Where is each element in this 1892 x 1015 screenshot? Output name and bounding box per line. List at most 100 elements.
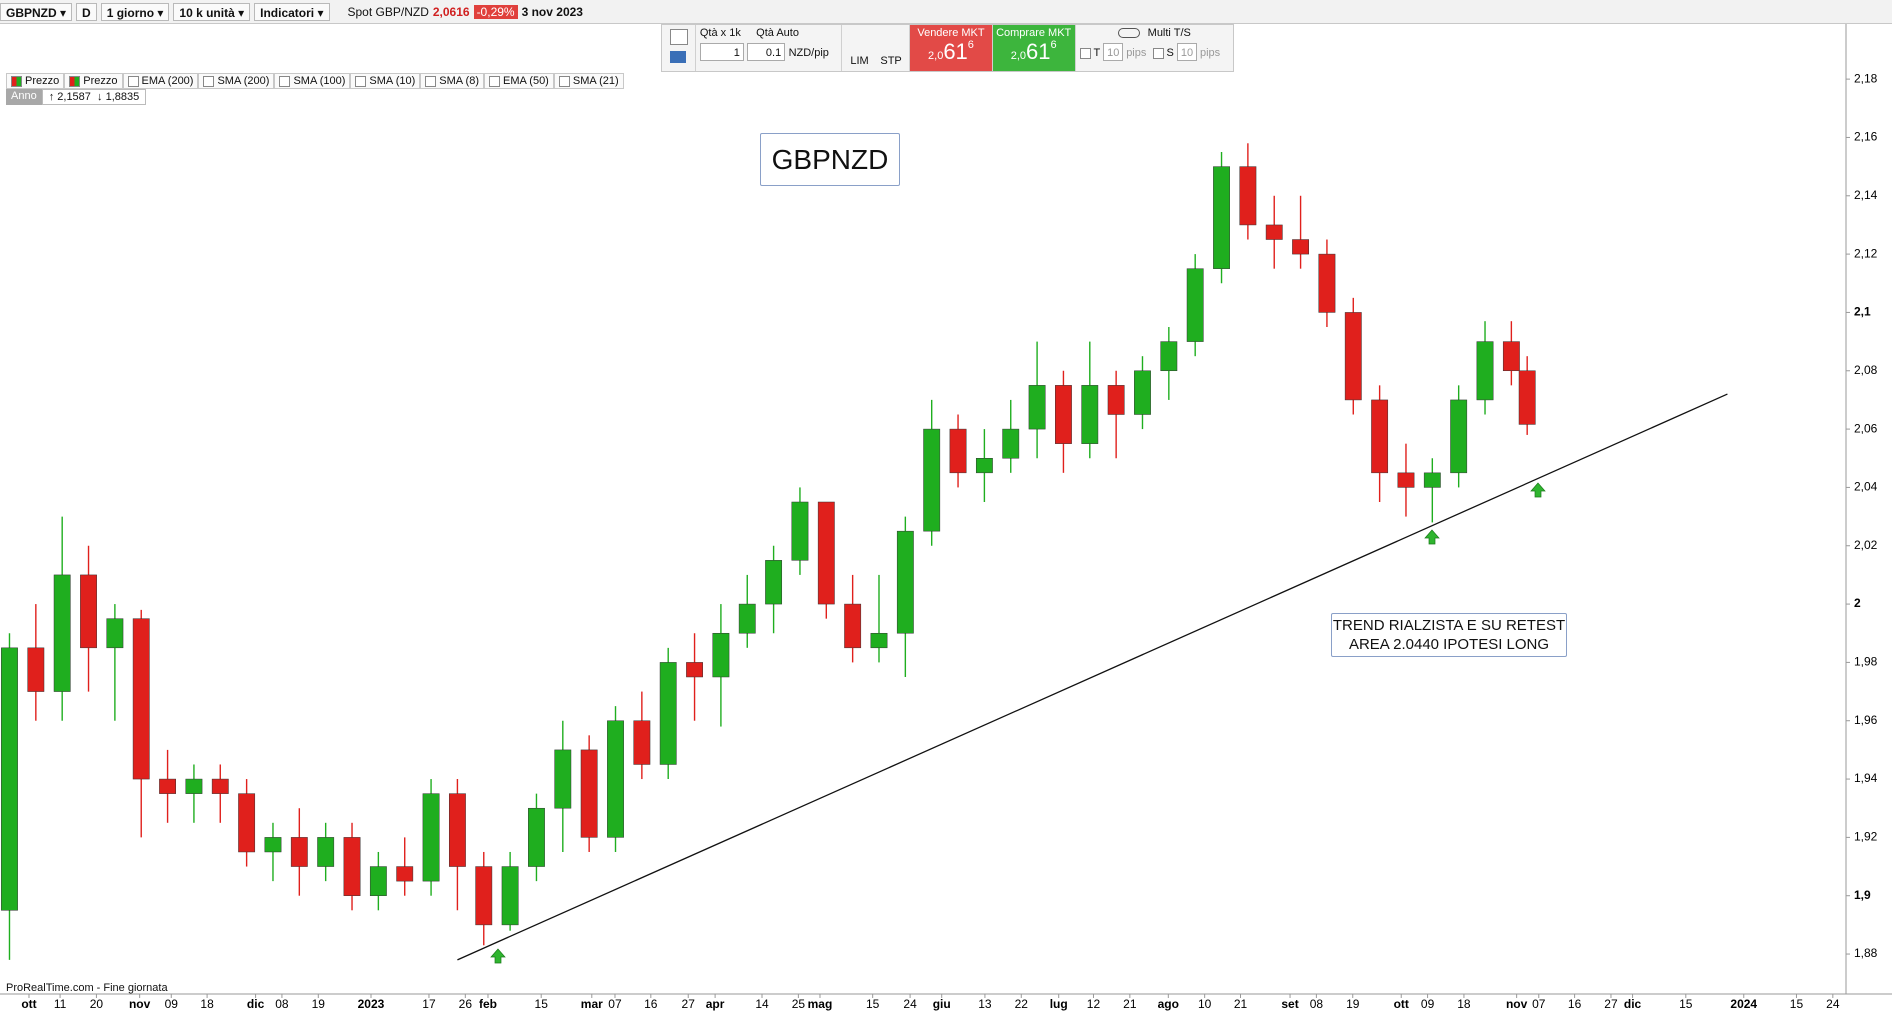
x-tick-label: mag bbox=[808, 997, 833, 1011]
legend-item[interactable]: Prezzo bbox=[64, 73, 123, 89]
x-tick-label: ago bbox=[1158, 997, 1179, 1011]
period-icon[interactable]: D bbox=[76, 2, 97, 21]
annotation-line: TREND RIALZISTA E SU RETEST bbox=[1332, 617, 1566, 634]
quantity-select[interactable]: 10 k unità bbox=[173, 2, 251, 21]
x-tick-label: 07 bbox=[1532, 997, 1546, 1011]
range-row: Anno ↑ 2,1587 ↓ 1,8835 bbox=[6, 89, 147, 105]
x-tick-label: 21 bbox=[1123, 997, 1137, 1011]
legend-label: SMA (100) bbox=[293, 75, 346, 87]
x-tick-label: 18 bbox=[200, 997, 214, 1011]
candle-body bbox=[264, 837, 282, 853]
legend-item[interactable]: SMA (10) bbox=[350, 73, 421, 89]
candle-body bbox=[422, 793, 440, 882]
t-checkbox[interactable] bbox=[1079, 47, 1091, 59]
x-tick-label: nov bbox=[129, 997, 151, 1011]
x-tick-label: 24 bbox=[1826, 997, 1840, 1011]
qty-input[interactable]: 1 bbox=[699, 43, 744, 61]
symbol-select[interactable]: GBPNZD bbox=[0, 2, 73, 21]
plot-area bbox=[0, 24, 1846, 994]
sell-price-main: 61 bbox=[943, 39, 968, 64]
wrench-icon[interactable] bbox=[670, 29, 688, 45]
legend-item[interactable]: SMA (8) bbox=[420, 73, 484, 89]
candle-body bbox=[1423, 472, 1441, 488]
footer: ProRealTime.com - Fine giornata bbox=[6, 982, 168, 994]
trendline bbox=[457, 393, 1728, 961]
y-tick-label: 2,04 bbox=[1854, 480, 1878, 494]
legend-checkbox[interactable] bbox=[355, 75, 367, 87]
s-input[interactable]: 10 bbox=[1176, 43, 1197, 61]
date: 3 nov 2023 bbox=[521, 4, 583, 19]
x-tick-label: lug bbox=[1050, 997, 1068, 1011]
legend-label: Prezzo bbox=[25, 75, 60, 87]
x-tick-label: 09 bbox=[165, 997, 179, 1011]
legend-checkbox[interactable] bbox=[425, 75, 437, 87]
timeframe-select[interactable]: 1 giorno bbox=[100, 2, 170, 21]
t-input[interactable]: 10 bbox=[1103, 43, 1124, 61]
x-tick-label: mar bbox=[581, 997, 603, 1011]
toggle[interactable] bbox=[1117, 28, 1140, 39]
legend-label: SMA (21) bbox=[572, 75, 619, 87]
legend-item[interactable]: EMA (200) bbox=[122, 73, 199, 89]
candle-body bbox=[185, 778, 203, 794]
legend-item[interactable]: SMA (200) bbox=[198, 73, 275, 89]
x-tick-label: 11 bbox=[54, 997, 67, 1011]
candle-body bbox=[607, 720, 624, 838]
x-tick-label: apr bbox=[706, 997, 725, 1011]
s-unit: pips bbox=[1199, 47, 1221, 59]
legend-checkbox[interactable] bbox=[558, 75, 570, 87]
legend-checkbox[interactable] bbox=[489, 75, 500, 87]
candle-body bbox=[1371, 399, 1389, 474]
legend-item[interactable]: EMA (50) bbox=[484, 73, 554, 89]
legend-item[interactable]: SMA (100) bbox=[274, 73, 351, 89]
order-types: LIM STP bbox=[842, 25, 911, 71]
legend-checkbox[interactable] bbox=[127, 75, 139, 87]
pip-input[interactable]: 0.1 bbox=[747, 43, 786, 61]
t-unit: pips bbox=[1126, 47, 1147, 59]
candle-body bbox=[1239, 166, 1257, 226]
range-period: Anno bbox=[6, 89, 42, 105]
x-tick-label: ott bbox=[1394, 997, 1409, 1011]
buy-price-head: 2,0 bbox=[1010, 50, 1027, 62]
candle-body bbox=[1160, 341, 1178, 372]
indicators-button[interactable]: Indicatori bbox=[254, 2, 330, 21]
candle-body bbox=[501, 866, 519, 926]
sell-button[interactable]: Vendere MKT 2,0616 bbox=[910, 25, 993, 71]
buy-label: Comprare MKT bbox=[996, 27, 1072, 39]
candle-body bbox=[1, 647, 18, 911]
s-checkbox[interactable] bbox=[1152, 47, 1164, 59]
x-tick-label: 2023 bbox=[358, 997, 385, 1011]
candle-body bbox=[1450, 399, 1468, 474]
legend-label: SMA (8) bbox=[439, 75, 479, 87]
candle-body bbox=[817, 501, 835, 605]
legend-item[interactable]: Prezzo bbox=[6, 73, 65, 89]
arrow-up bbox=[1424, 529, 1440, 545]
legend-checkbox[interactable] bbox=[11, 75, 22, 87]
x-tick-label: 21 bbox=[1234, 997, 1248, 1011]
legend-checkbox[interactable] bbox=[203, 75, 215, 87]
candle-body bbox=[554, 749, 572, 809]
y-tick-label: 1,94 bbox=[1854, 771, 1878, 785]
candle-body bbox=[159, 778, 176, 794]
x-tick-label: 22 bbox=[1015, 997, 1029, 1011]
lim-button[interactable]: LIM bbox=[850, 55, 869, 67]
price: 2,0616 bbox=[432, 4, 470, 19]
s-label: S bbox=[1166, 47, 1174, 59]
legend-checkbox[interactable] bbox=[69, 75, 81, 87]
candle-body bbox=[1476, 341, 1494, 401]
candle-body bbox=[80, 574, 97, 649]
x-tick-label: 27 bbox=[682, 997, 696, 1011]
buy-button[interactable]: Comprare MKT 2,0616 bbox=[992, 25, 1076, 71]
qty-auto[interactable]: Qtà Auto bbox=[756, 27, 799, 39]
candle-body bbox=[686, 662, 703, 678]
x-tick-label: 17 bbox=[422, 997, 436, 1011]
legend-item[interactable]: SMA (21) bbox=[553, 73, 624, 89]
stp-button[interactable]: STP bbox=[880, 55, 902, 67]
legend-checkbox[interactable] bbox=[279, 75, 291, 87]
sell-label: Vendere MKT bbox=[917, 27, 985, 39]
candle-body bbox=[1055, 385, 1072, 444]
keyboard-icon[interactable] bbox=[670, 51, 686, 63]
candle-body bbox=[317, 837, 335, 867]
candle-body bbox=[290, 837, 308, 867]
arrow-up bbox=[490, 948, 506, 964]
y-tick-label: 2,14 bbox=[1854, 188, 1878, 202]
